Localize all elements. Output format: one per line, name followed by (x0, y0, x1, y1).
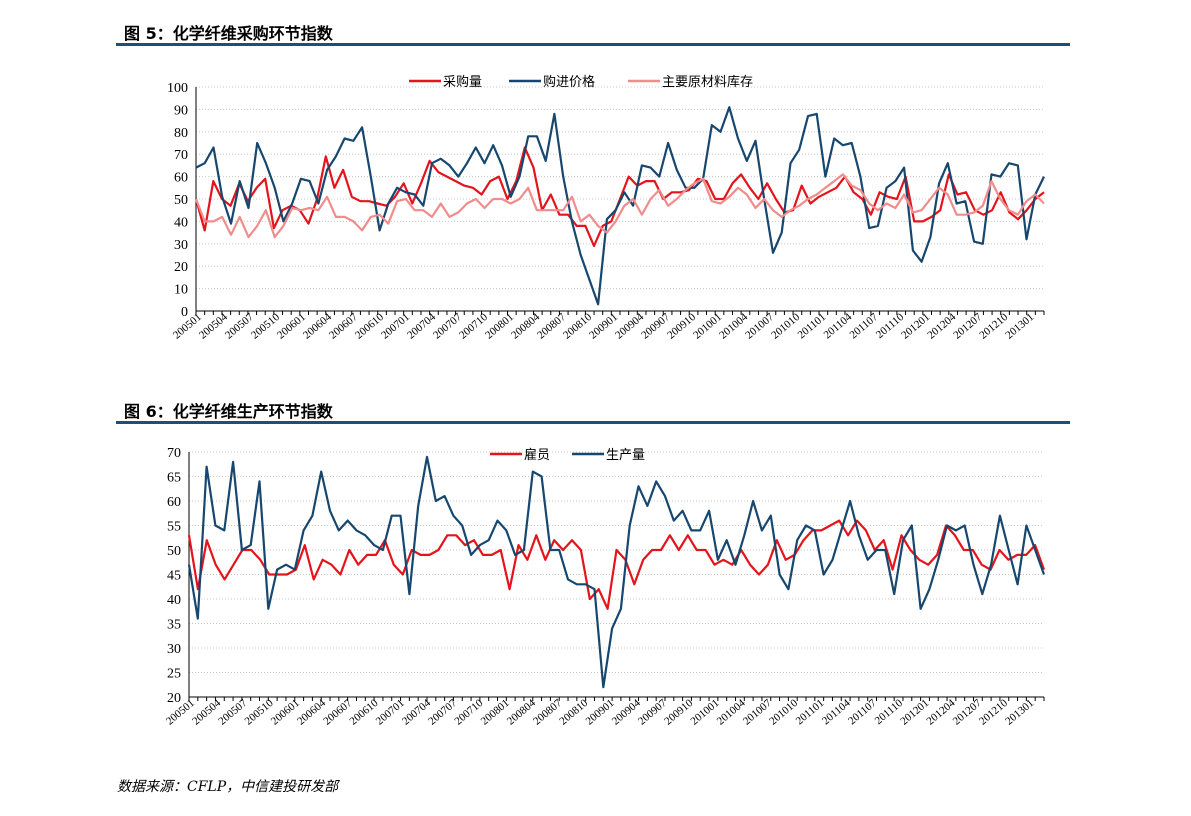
y-tick-label: 10 (174, 283, 188, 298)
y-tick-label: 80 (174, 126, 188, 141)
y-tick-label: 30 (174, 238, 188, 253)
x-tick-label: 201004 (715, 697, 748, 728)
legend-label: 购进价格 (543, 74, 595, 90)
x-tick-label: 200610 (348, 697, 381, 728)
legend-label: 生产量 (606, 448, 645, 463)
y-tick-label: 100 (167, 81, 188, 96)
y-tick-label: 30 (167, 642, 181, 657)
y-tick-label: 50 (167, 544, 181, 559)
y-tick-label: 20 (174, 260, 188, 275)
x-tick-label: 200604 (295, 697, 328, 728)
series-line-3 (194, 173, 1045, 239)
x-tick-label: 200904 (610, 697, 643, 728)
y-tick-label: 55 (167, 520, 181, 535)
x-tick-label: 200510 (243, 697, 276, 728)
x-tick-label: 200804 (505, 697, 538, 728)
x-tick-label: 200807 (531, 697, 564, 728)
series-line-1 (187, 519, 1046, 610)
x-tick-label: 200910 (662, 697, 695, 728)
x-tick-label: 201104 (820, 697, 853, 727)
x-tick-label: 201107 (846, 697, 879, 727)
x-tick-label: 201010 (767, 697, 800, 728)
y-tick-label: 70 (174, 148, 188, 163)
x-tick-label: 200601 (269, 697, 302, 727)
x-tick-label: 201007 (741, 697, 774, 728)
y-tick-label: 20 (167, 691, 181, 706)
x-tick-label: 200607 (321, 697, 354, 728)
figure-5-rule (116, 43, 1070, 46)
y-tick-label: 0 (181, 305, 188, 320)
x-tick-label: 201204 (925, 697, 958, 728)
x-tick-label: 200507 (216, 697, 249, 728)
figure-6-rule (116, 421, 1070, 424)
x-tick-label: 200707 (426, 697, 459, 728)
x-tick-label: 201301 (1003, 697, 1036, 727)
x-tick-label: 200901 (584, 697, 617, 727)
x-tick-label: 201101 (794, 697, 827, 727)
y-tick-label: 45 (167, 569, 181, 584)
x-tick-label: 201207 (951, 697, 984, 728)
x-tick-label: 200504 (190, 697, 223, 728)
y-tick-label: 65 (167, 471, 181, 486)
x-tick-label: 200907 (636, 697, 669, 728)
figure-6-title: 图 6：化学纤维生产环节指数 (124, 402, 333, 421)
source-note: 数据来源：CFLP，中信建投研发部 (117, 779, 339, 795)
purchasing-index-chart: 0102030405060708090100200501200504200507… (167, 74, 1045, 342)
y-tick-label: 25 (167, 667, 181, 682)
y-tick-label: 60 (167, 495, 181, 510)
y-tick-label: 35 (167, 618, 181, 633)
x-tick-label: 200701 (374, 697, 407, 727)
x-tick-label: 200801 (479, 697, 512, 727)
legend-label: 雇员 (524, 447, 550, 463)
x-tick-label: 200704 (400, 697, 433, 728)
legend-label: 采购量 (443, 74, 482, 90)
y-tick-label: 40 (174, 215, 188, 230)
x-tick-label: 201210 (977, 697, 1010, 728)
y-tick-label: 60 (174, 171, 188, 186)
y-tick-label: 50 (174, 193, 188, 208)
series-line-2 (187, 455, 1046, 689)
x-tick-label: 200810 (557, 697, 590, 728)
x-tick-label: 201201 (898, 697, 931, 727)
x-tick-label: 200710 (452, 697, 485, 728)
y-tick-label: 90 (174, 103, 188, 118)
series-line-2 (195, 106, 1045, 306)
y-tick-label: 40 (167, 593, 181, 608)
figure-5-title: 图 5：化学纤维采购环节指数 (124, 24, 333, 43)
x-tick-label: 201001 (688, 697, 721, 727)
legend-label: 主要原材料库存 (662, 74, 753, 90)
y-tick-label: 70 (167, 446, 181, 461)
